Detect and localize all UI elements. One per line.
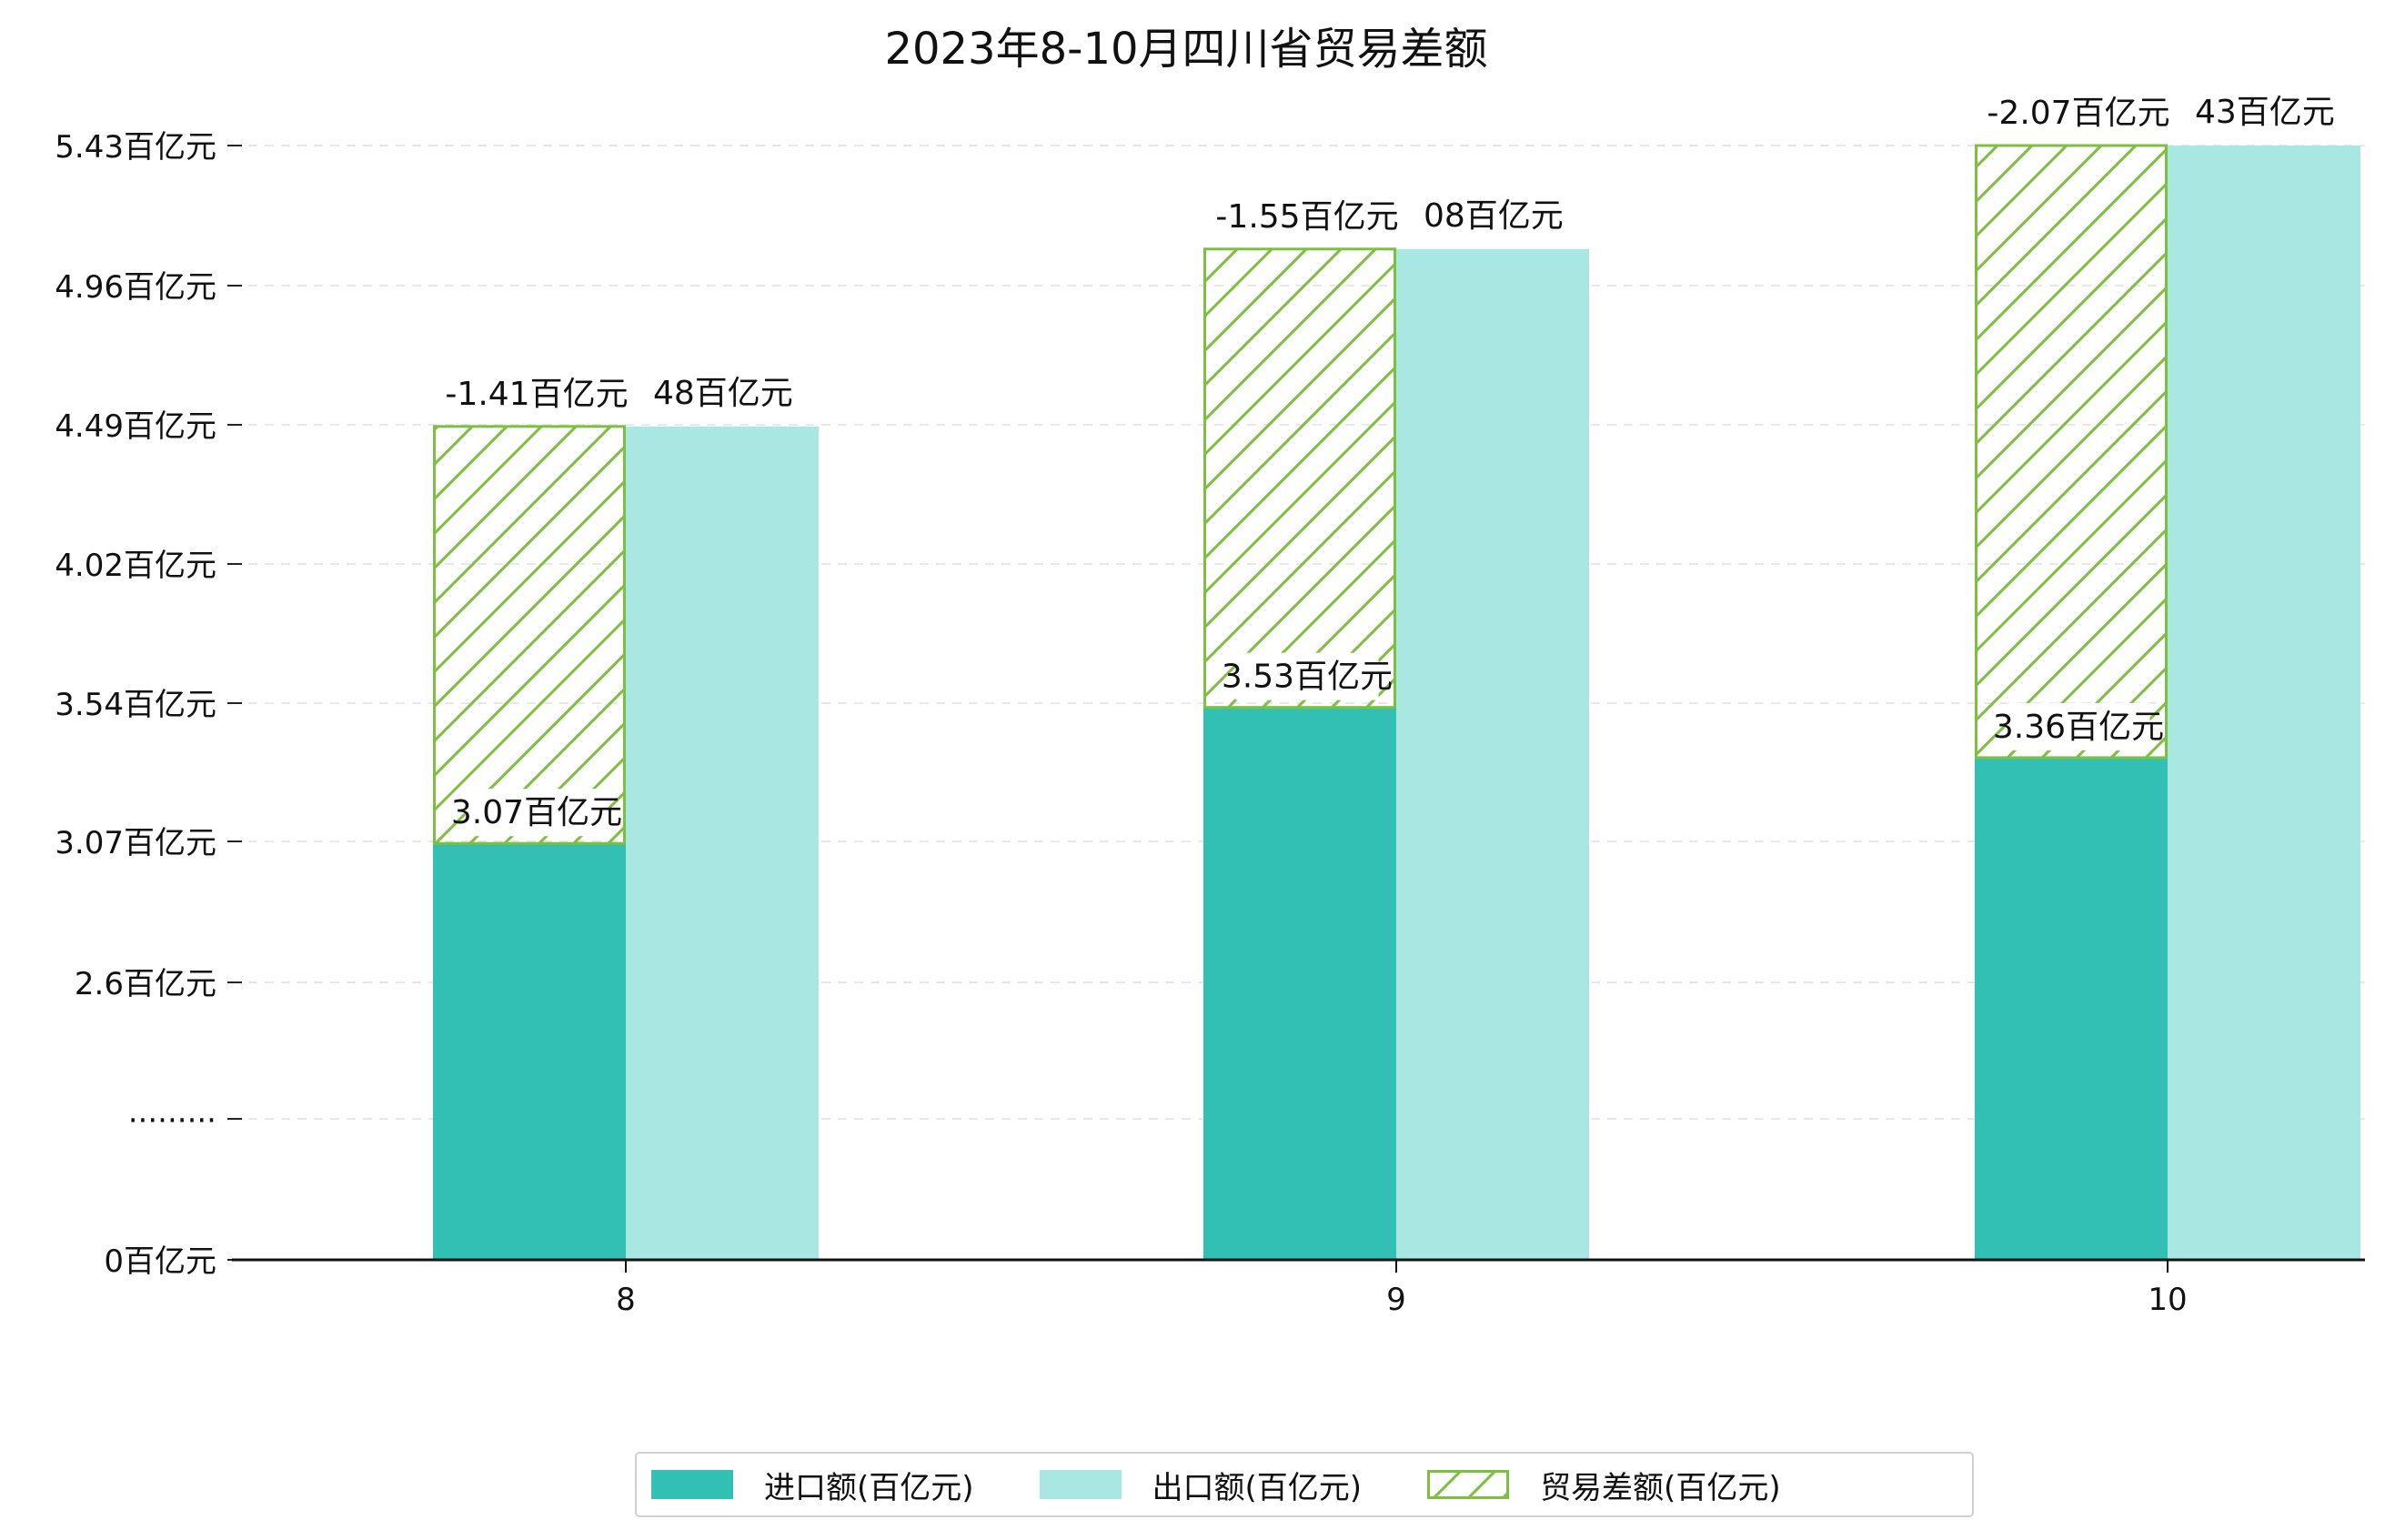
- export-bar: [1396, 248, 1589, 1261]
- y-tick-label: 4.02百亿元: [55, 548, 216, 584]
- import-bar: [1203, 707, 1396, 1260]
- y-tick-label: 3.54百亿元: [55, 687, 216, 723]
- import-value-label-bg: [2007, 702, 2150, 750]
- balance-value-label: -1.41百亿元: [445, 369, 629, 418]
- y-tick-label: 5.43百亿元: [55, 129, 216, 166]
- y-tick-label: ·········: [128, 1102, 216, 1139]
- balance-value-label-text: -2.07百亿元: [1987, 95, 2169, 132]
- export-bar: [2168, 146, 2360, 1260]
- legend-swatch-balance: [1427, 1470, 1510, 1499]
- x-tick-label: 9: [1386, 1282, 1406, 1318]
- export-value-label-bg: [644, 368, 752, 417]
- import-value-label-text: 3.53百亿元: [1222, 659, 1393, 696]
- x-tick-label: 8: [616, 1282, 636, 1318]
- import-value-label: 3.07百亿元: [451, 789, 622, 837]
- legend-swatch-export: [1039, 1470, 1122, 1499]
- import-value-label-bg: [465, 789, 609, 837]
- y-tick-label: 4.96百亿元: [55, 269, 216, 306]
- legend-label-import: 进口额(百亿元): [764, 1469, 974, 1506]
- export-value-label-text: 48百亿元: [653, 375, 793, 412]
- legend-item-import: 进口额(百亿元): [651, 1463, 974, 1507]
- x-tick-label: 10: [2148, 1282, 2187, 1318]
- legend-item-export: 出口额(百亿元): [1039, 1463, 1363, 1507]
- export-value-label: 08百亿元: [1414, 191, 1564, 239]
- export-value-label: 43百亿元: [2186, 88, 2335, 136]
- balance-value-label: -1.55百亿元: [1215, 192, 1399, 240]
- balance-value-label-bg: [457, 369, 617, 418]
- legend-swatch-import: [651, 1470, 733, 1499]
- y-tick-label: 0百亿元: [104, 1243, 216, 1280]
- export-value-label-bg: [1414, 191, 1523, 239]
- import-bar: [1975, 757, 2168, 1260]
- balance-bar: [433, 425, 626, 845]
- import-value-label-bg: [1235, 652, 1379, 700]
- balance-value-label-text: -1.55百亿元: [1215, 198, 1398, 236]
- legend-label-export: 出口额(百亿元): [1152, 1469, 1363, 1506]
- chart-legend: 进口额(百亿元) 出口额(百亿元) 贸易差额(百亿元): [635, 1452, 1974, 1517]
- balance-value-label-bg: [1998, 89, 2159, 136]
- y-tick-label: 2.6百亿元: [75, 966, 216, 1002]
- import-value-label-text: 3.07百亿元: [451, 794, 622, 831]
- balance-bar: [1975, 144, 2168, 760]
- export-bar: [626, 426, 819, 1260]
- legend-label-balance: 贸易差额(百亿元): [1540, 1469, 1781, 1506]
- chart-title: 2023年8-10月四川省贸易差额: [884, 24, 1487, 75]
- import-value-label: 3.36百亿元: [1993, 702, 2164, 750]
- balance-value-label-bg: [1227, 192, 1387, 240]
- import-bar: [433, 843, 626, 1260]
- legend-item-balance: 贸易差额(百亿元): [1427, 1463, 1781, 1507]
- balance-value-label-text: -1.41百亿元: [445, 376, 628, 413]
- y-tick-label: 4.49百亿元: [55, 408, 216, 445]
- y-tick-label: 3.07百亿元: [55, 825, 216, 861]
- export-value-label-bg: [2186, 88, 2294, 136]
- export-value-label-text: 43百亿元: [2195, 94, 2335, 131]
- balance-value-label: -2.07百亿元: [1987, 89, 2170, 136]
- import-value-label: 3.53百亿元: [1222, 652, 1393, 700]
- import-value-label-text: 3.36百亿元: [1993, 709, 2164, 746]
- export-value-label-text: 08百亿元: [1424, 197, 1564, 235]
- balance-bar: [1203, 247, 1396, 710]
- export-value-label: 48百亿元: [644, 368, 793, 417]
